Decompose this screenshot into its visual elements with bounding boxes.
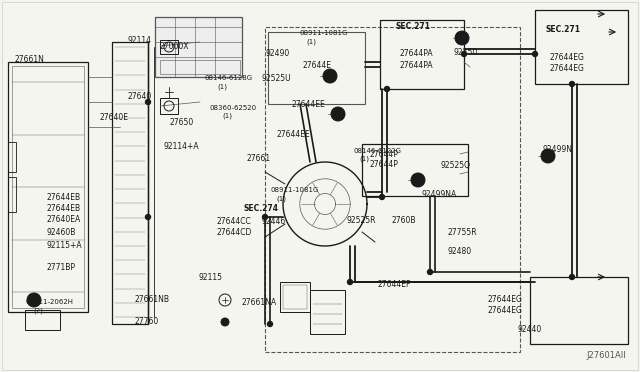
Text: 08911-1081G: 08911-1081G [300,31,348,36]
Circle shape [455,31,469,45]
Circle shape [411,173,425,187]
Text: 08911-1081G: 08911-1081G [270,187,319,193]
Text: 27644PA: 27644PA [400,49,434,58]
Text: 92114: 92114 [128,36,152,45]
Text: 27644PA: 27644PA [400,61,434,70]
Text: 27644EE: 27644EE [276,130,310,139]
Text: (1): (1) [276,195,287,202]
Text: 27644P: 27644P [370,160,399,169]
Text: 27644EG: 27644EG [488,295,522,304]
Text: J27601AII: J27601AII [586,351,626,360]
Text: (1): (1) [218,83,228,90]
Text: 92115: 92115 [198,273,223,282]
Circle shape [570,275,575,279]
Text: 08146-6128G: 08146-6128G [205,75,253,81]
Circle shape [323,69,337,83]
Circle shape [428,269,433,275]
Text: 27644EB: 27644EB [46,204,80,213]
Text: N: N [31,298,36,302]
Circle shape [541,149,555,163]
Text: (1): (1) [223,113,233,119]
Text: 27755R: 27755R [448,228,477,237]
Text: 27644EG: 27644EG [549,53,584,62]
Circle shape [331,107,345,121]
Text: 92460B: 92460B [46,228,76,237]
Text: 27661NA: 27661NA [242,298,277,307]
Text: 92480: 92480 [448,247,472,256]
Text: 27644CC: 27644CC [216,217,251,226]
Circle shape [380,195,385,199]
Text: 92115+A: 92115+A [46,241,82,250]
Circle shape [348,279,353,285]
Circle shape [385,87,390,92]
Circle shape [145,99,150,105]
Text: 27661N: 27661N [14,55,44,64]
Text: (1): (1) [360,155,370,162]
Text: SEC.271: SEC.271 [545,25,580,34]
Text: 92525R: 92525R [347,216,376,225]
Text: 08360-62520: 08360-62520 [210,105,257,111]
Text: 92525U: 92525U [261,74,291,83]
Text: 27640E: 27640E [99,113,128,122]
Text: 92499N: 92499N [543,145,573,154]
Text: 27644EF: 27644EF [378,280,411,289]
Text: N: N [415,177,420,183]
Text: 27000X: 27000X [160,42,189,51]
Text: 27640EA: 27640EA [46,215,81,224]
Text: 92114+A: 92114+A [163,142,199,151]
Circle shape [461,51,467,57]
Text: B: B [328,74,332,78]
Text: 27644EG: 27644EG [549,64,584,73]
Text: 27644EG: 27644EG [488,306,522,315]
Circle shape [27,293,41,307]
Text: 2760B: 2760B [392,216,416,225]
Text: 27644EB: 27644EB [46,193,80,202]
Text: S: S [336,112,340,116]
Polygon shape [155,17,242,77]
Text: 27640: 27640 [128,92,152,101]
Circle shape [532,51,538,57]
Circle shape [268,321,273,327]
Circle shape [145,215,150,219]
Text: 27661NB: 27661NB [134,295,170,304]
Text: 92440: 92440 [517,325,541,334]
Text: 92446: 92446 [261,217,285,226]
Text: 08146-6122G: 08146-6122G [353,148,401,154]
Text: 92499NA: 92499NA [421,190,456,199]
Text: SEC.274: SEC.274 [243,204,278,213]
Circle shape [570,81,575,87]
Text: (2): (2) [33,307,43,314]
Text: 27760: 27760 [134,317,159,326]
Text: 27644P: 27644P [370,150,399,159]
Text: 27644EE: 27644EE [291,100,325,109]
Text: 27650: 27650 [170,118,194,127]
Circle shape [262,215,268,219]
Text: N: N [460,35,465,41]
Text: 27644E: 27644E [302,61,331,70]
Text: 92490: 92490 [266,49,290,58]
Text: (1): (1) [306,38,316,45]
Text: 92525Q: 92525Q [440,161,470,170]
Text: B: B [545,154,550,158]
Text: 27644CD: 27644CD [216,228,252,237]
Text: 27661: 27661 [246,154,271,163]
Text: SEC.271: SEC.271 [396,22,431,31]
Text: 2771BP: 2771BP [46,263,75,272]
Text: 92450: 92450 [453,48,477,57]
Circle shape [221,318,229,326]
Text: 08911-2062H: 08911-2062H [26,299,74,305]
